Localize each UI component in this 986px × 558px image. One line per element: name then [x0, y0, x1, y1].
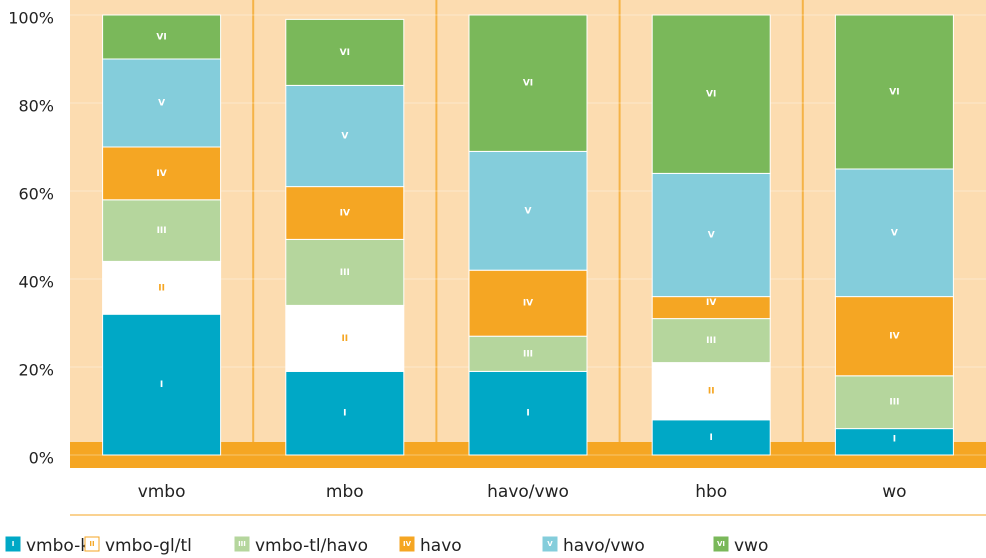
- legend-swatch: [399, 536, 415, 552]
- segment-label: V: [158, 99, 165, 109]
- segment-label: I: [710, 433, 713, 443]
- y-tick-label: 40%: [18, 273, 54, 292]
- legend-label: vmbo-tl/havo: [255, 536, 368, 556]
- segment-label: IV: [523, 299, 533, 309]
- segment-label: III: [157, 226, 167, 236]
- bar-segment: [102, 14, 222, 60]
- segment-label: VI: [523, 79, 533, 89]
- segment-label: I: [893, 435, 896, 445]
- segment-label: III: [706, 336, 716, 346]
- segment-label: VI: [706, 90, 716, 100]
- legend-marker: VI: [717, 540, 725, 548]
- bar-segment: [651, 14, 771, 174]
- legend-swatch: [542, 536, 558, 552]
- y-tick-label: 100%: [8, 9, 54, 28]
- bar-segment: [102, 199, 222, 262]
- bar-segment: [102, 146, 222, 201]
- bar-segment: [468, 14, 588, 152]
- bar-segment: [834, 14, 954, 170]
- bar-segment: [102, 313, 222, 456]
- x-tick-label: havo/vwo: [487, 482, 569, 502]
- segment-label: I: [160, 380, 163, 390]
- bar-segment: [285, 84, 405, 188]
- bar-segment: [651, 362, 771, 421]
- bar-segment: [468, 150, 588, 271]
- bar-segment: [285, 304, 405, 372]
- bar-segment: [834, 168, 954, 298]
- bar-segment: [102, 260, 222, 315]
- segment-label: VI: [340, 48, 350, 58]
- legend-label: vmbo-kl: [26, 536, 95, 556]
- legend-marker: IV: [403, 540, 412, 548]
- legend-label: vmbo-gl/tl: [105, 536, 192, 556]
- x-tick-label: vmbo: [138, 482, 186, 502]
- segment-label: V: [891, 228, 898, 238]
- bar-segment: [651, 419, 771, 456]
- segment-label: II: [341, 334, 348, 344]
- legend-swatch: [713, 536, 729, 552]
- segment-label: I: [343, 409, 346, 419]
- x-tick-label: wo: [882, 482, 906, 502]
- y-tick-label: 0%: [29, 449, 54, 468]
- bar-segment: [468, 269, 588, 337]
- legend-label: havo/vwo: [563, 536, 645, 556]
- legend-marker: II: [89, 540, 94, 548]
- segment-label: IV: [889, 332, 899, 342]
- segment-label: II: [158, 283, 165, 293]
- x-tick-label: hbo: [695, 482, 727, 502]
- y-tick-label: 80%: [18, 97, 54, 116]
- segment-label: III: [340, 268, 350, 278]
- y-tick-label: 20%: [18, 361, 54, 380]
- bar-segment: [285, 238, 405, 306]
- segment-label: II: [708, 387, 715, 397]
- bar-segment: [468, 370, 588, 456]
- segment-label: III: [523, 349, 533, 359]
- segment-label: V: [708, 231, 715, 241]
- legend-label: vwo: [734, 536, 768, 556]
- bar-segment: [102, 58, 222, 148]
- legend-swatch: [84, 536, 100, 552]
- y-tick-label: 60%: [18, 185, 54, 204]
- bar-segment: [651, 172, 771, 298]
- legend-swatch: [5, 536, 21, 552]
- bar-segment: [285, 186, 405, 240]
- legend-swatch: [234, 536, 250, 552]
- legend-marker: V: [547, 540, 553, 548]
- segment-label: VI: [156, 33, 166, 43]
- x-tick-label: mbo: [326, 482, 364, 502]
- segment-label: I: [526, 409, 529, 419]
- segment-label: IV: [706, 298, 716, 308]
- segment-label: V: [341, 132, 348, 142]
- bar-segment: [834, 296, 954, 377]
- bar-segment: [468, 335, 588, 372]
- segment-label: III: [889, 398, 899, 408]
- legend-marker: I: [12, 540, 15, 548]
- bar-segment: [285, 18, 405, 86]
- segment-label: VI: [889, 88, 899, 98]
- segment-label: IV: [156, 169, 166, 179]
- legend-marker: III: [238, 540, 246, 548]
- segment-label: IV: [340, 209, 350, 219]
- segment-label: V: [525, 206, 532, 216]
- legend-label: havo: [420, 536, 462, 556]
